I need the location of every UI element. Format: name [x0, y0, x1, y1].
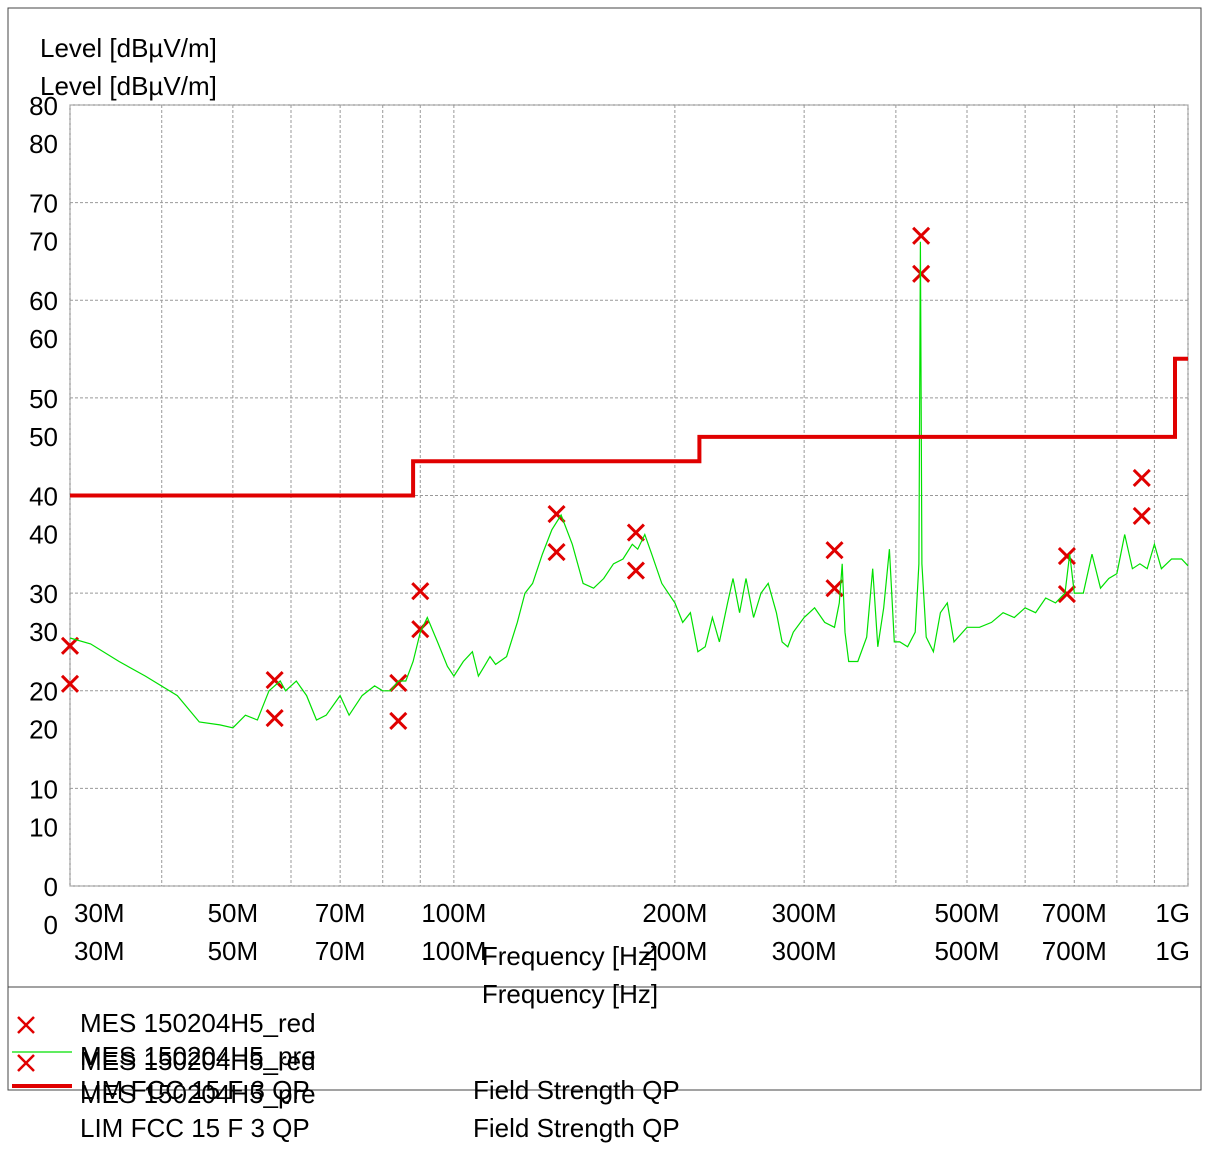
y-tick-label: 20	[29, 677, 58, 707]
marker	[389, 711, 408, 731]
limit-line	[70, 356, 1188, 498]
y-tick-label: 10	[29, 812, 58, 842]
marker	[825, 541, 844, 560]
x-tick-label: 50M	[208, 898, 259, 928]
y-tick-label: 70	[29, 227, 58, 257]
legend-description: Field Strength QP	[473, 1113, 680, 1143]
marker	[411, 620, 430, 639]
x-tick-label: 700M	[1042, 936, 1107, 966]
marker	[912, 226, 931, 245]
legend-label: LIM FCC 15 F 3 QP	[80, 1113, 310, 1143]
x-tick-label: 1G	[1155, 936, 1190, 966]
x-tick-label: 1G	[1155, 898, 1190, 928]
x-tick-label: 70M	[315, 898, 366, 928]
legend-description: Field Strength QP	[473, 1075, 680, 1105]
y-tick-label: 30	[29, 617, 58, 647]
y-axis-title: Level [dBµV/m]	[40, 71, 217, 101]
y-tick-label: 0	[44, 910, 58, 940]
x-tick-label: 50M	[208, 936, 259, 966]
y-tick-label: 10	[29, 774, 58, 804]
y-tick-label: 60	[29, 286, 58, 316]
y-tick-label: 70	[29, 189, 58, 219]
marker	[1132, 468, 1151, 487]
marker	[60, 674, 80, 693]
x-tick-label: 500M	[934, 898, 999, 928]
trace-line	[69, 241, 1189, 729]
y-tick-label: 30	[29, 579, 58, 609]
y-tick-label: 50	[29, 384, 58, 414]
marker	[411, 582, 430, 601]
x-tick-label: 300M	[772, 898, 837, 928]
legend-label: MES 150204H5_red	[80, 1008, 316, 1038]
x-tick-label: 500M	[934, 936, 999, 966]
marker	[265, 670, 284, 690]
x-tick-label: 700M	[1042, 898, 1107, 928]
marker	[1132, 506, 1151, 525]
y-tick-label: 50	[29, 422, 58, 452]
frame	[7, 7, 1202, 1091]
x-tick-label: 200M	[642, 898, 707, 928]
y-tick-label: 0	[44, 872, 58, 902]
marker	[1057, 546, 1076, 566]
marker	[547, 504, 566, 524]
marker	[547, 542, 566, 562]
x-tick-label: 70M	[315, 936, 366, 966]
marker	[626, 523, 645, 542]
y-tick-label: 80	[29, 91, 58, 121]
x-tick-label: 30M	[74, 936, 125, 966]
y-tick-label: 40	[29, 481, 58, 511]
legend-symbol	[17, 1016, 35, 1034]
legend-label: LIM FCC 15 F 3 QP	[80, 1075, 310, 1105]
x-axis-title: Frequency [Hz]	[482, 941, 658, 971]
x-tick-label: 100M	[421, 936, 486, 966]
legend-label: MES 150204H5_red	[80, 1046, 316, 1076]
marker	[1057, 584, 1076, 604]
y-tick-label: 80	[29, 129, 58, 159]
x-tick-label: 30M	[74, 898, 125, 928]
marker	[265, 708, 284, 728]
x-tick-label: 200M	[642, 936, 707, 966]
y-axis-title: Level [dBµV/m]	[40, 33, 217, 63]
x-axis-title: Frequency [Hz]	[482, 979, 658, 1009]
legend-label: MES 150204H5_pre	[80, 1079, 316, 1109]
marker	[60, 636, 80, 655]
x-tick-label: 100M	[421, 898, 486, 928]
y-tick-label: 60	[29, 324, 58, 354]
legend-symbol	[17, 1054, 35, 1072]
y-tick-label: 20	[29, 715, 58, 745]
y-tick-label: 40	[29, 519, 58, 549]
x-tick-label: 300M	[772, 936, 837, 966]
marker	[626, 561, 645, 580]
legend-label: MES 150204H5_pre	[80, 1041, 316, 1071]
